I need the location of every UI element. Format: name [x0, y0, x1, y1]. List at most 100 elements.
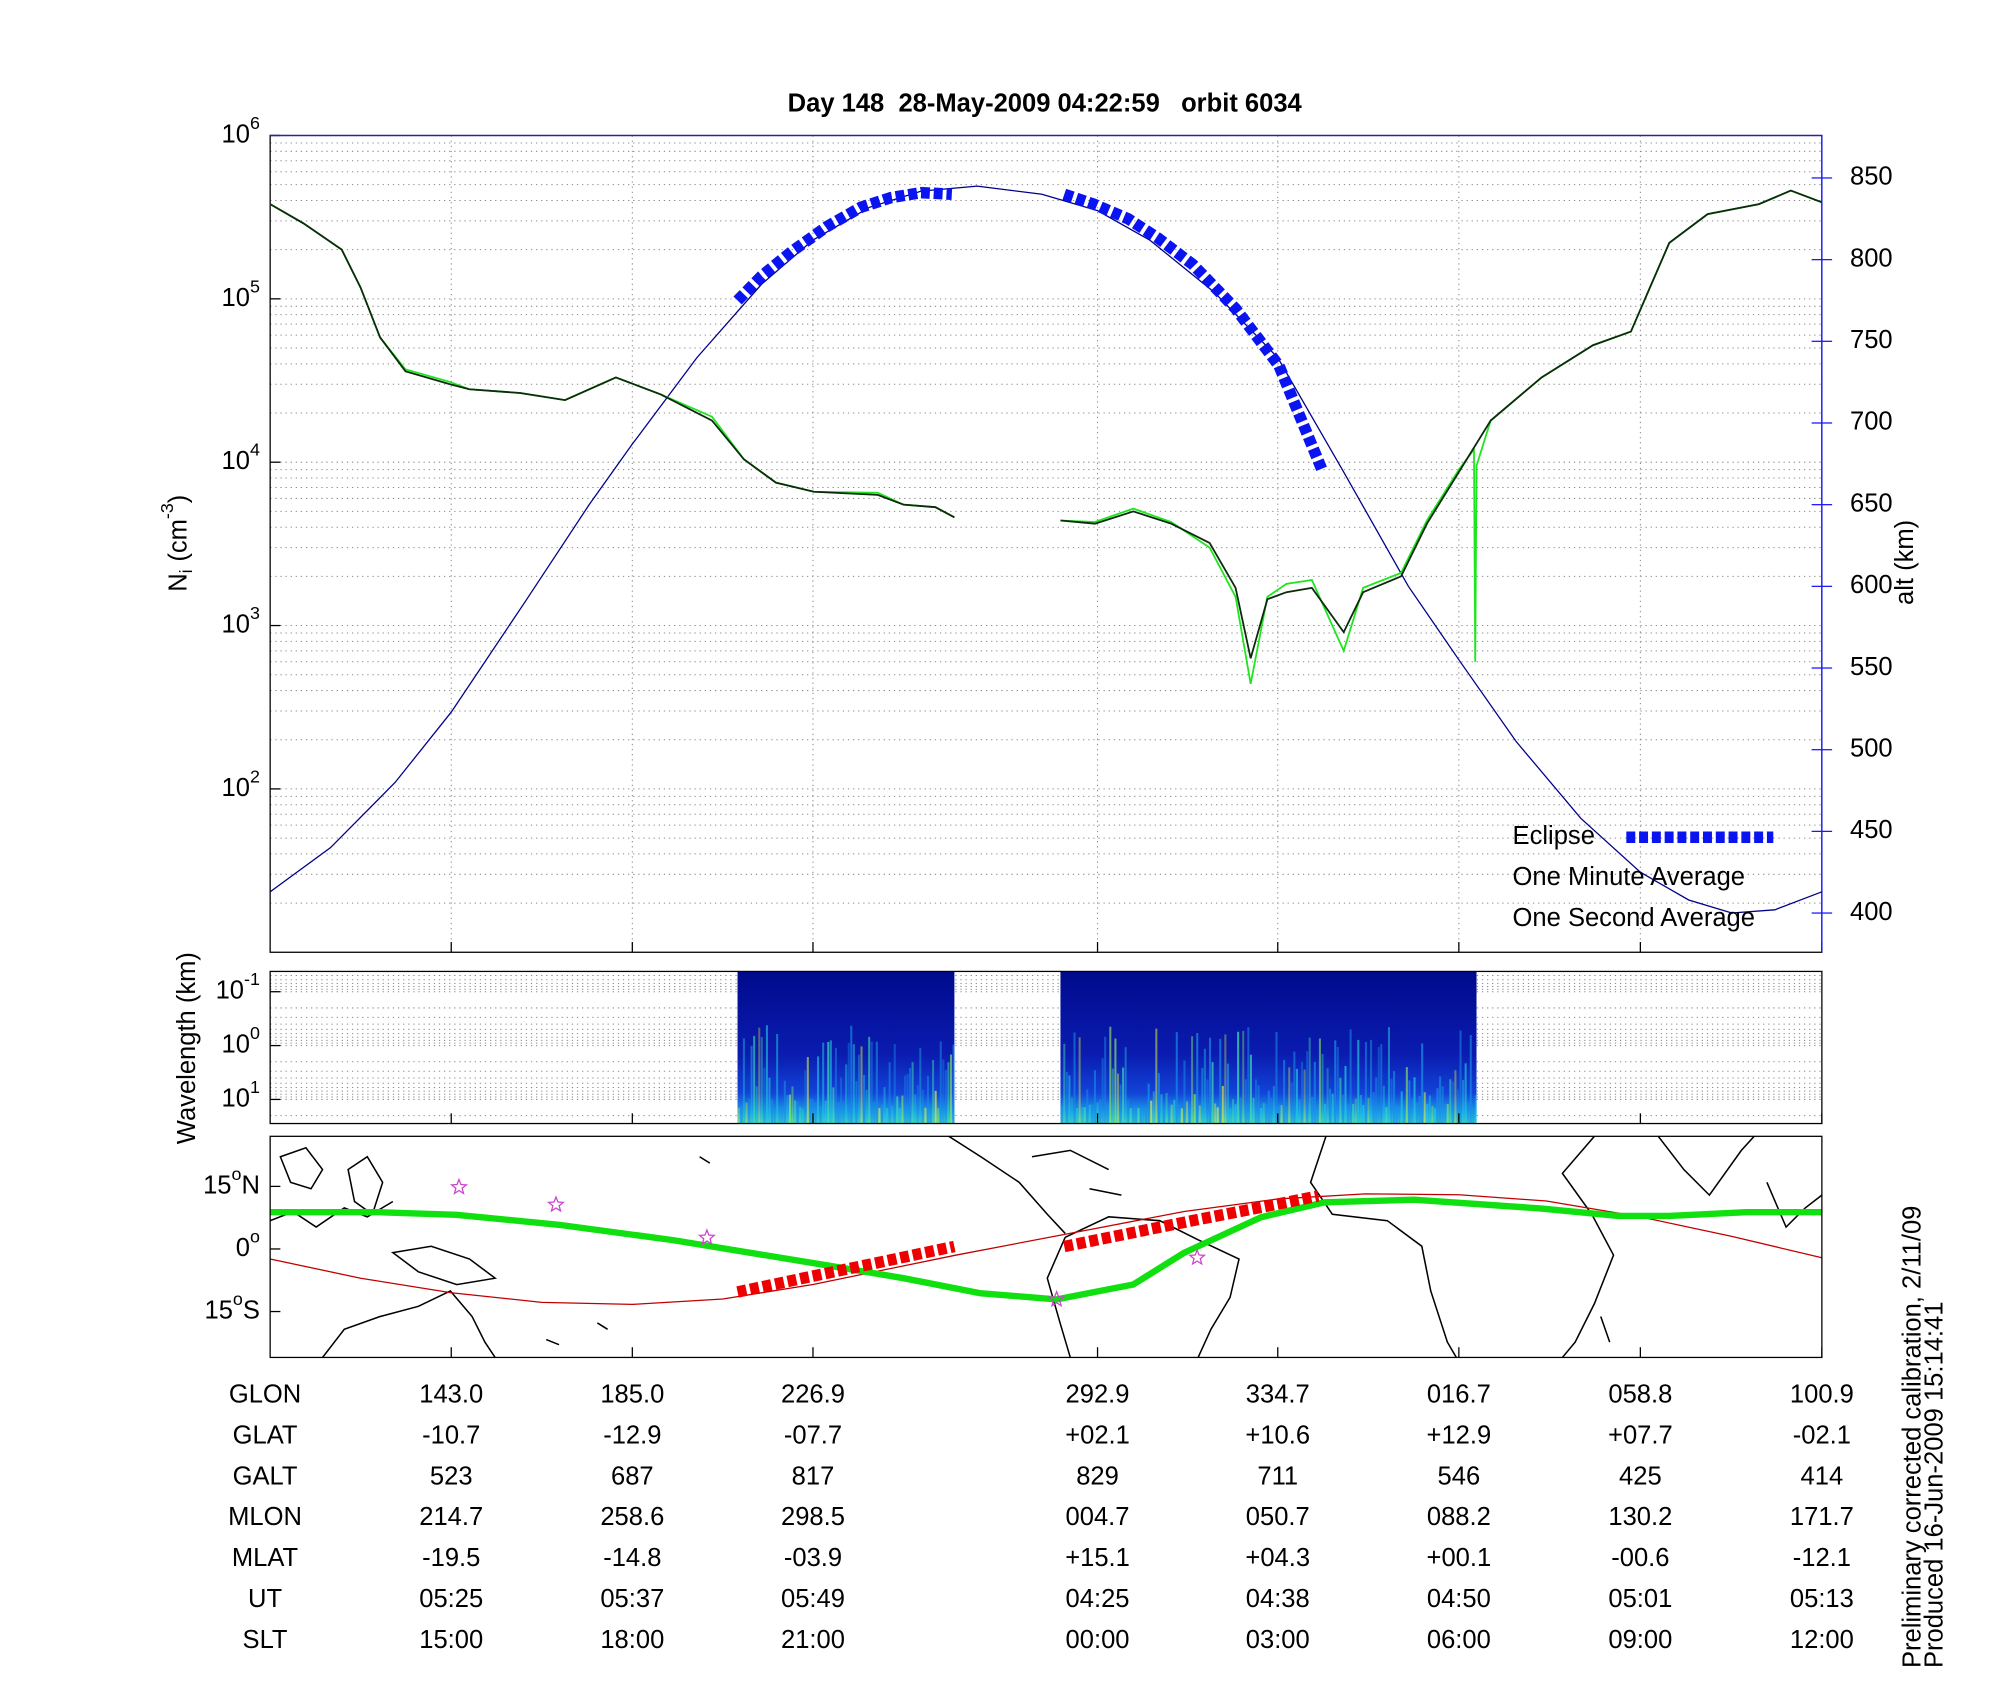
y-tick-label: 101	[222, 1077, 260, 1113]
y-tick-label-degree: o	[232, 1164, 242, 1184]
coastline	[1657, 1136, 1822, 1229]
table-cell: 258.6	[600, 1503, 664, 1531]
table-cell: -00.6	[1611, 1544, 1669, 1572]
table-cell: 100.9	[1790, 1381, 1854, 1409]
chart-title: Day 148 28-May-2009 04:22:59 orbit 6034	[788, 90, 1303, 118]
table-row-label: GALT	[233, 1462, 298, 1490]
table-cell: 00:00	[1066, 1626, 1130, 1654]
table-cell: -14.8	[603, 1544, 661, 1572]
y-tick-label: 100	[222, 1023, 260, 1059]
table-cell: 12:00	[1790, 1626, 1854, 1654]
coastline	[1031, 1149, 1122, 1196]
y-tick-label-exponent: 1	[250, 1077, 260, 1097]
y-axis-label-unit: (cm	[164, 519, 192, 562]
table-cell: 04:25	[1066, 1585, 1130, 1613]
y-tick-label-hemisphere: S	[243, 1296, 260, 1324]
table-cell: 214.7	[419, 1503, 483, 1531]
y-tick-label: 15oS	[205, 1289, 260, 1325]
y-tick-label-base: 10	[222, 1084, 250, 1112]
table-cell: 817	[792, 1462, 835, 1490]
series-line	[270, 1196, 1822, 1303]
table-cell: 523	[430, 1462, 473, 1490]
coastline	[279, 1146, 324, 1190]
y-tick-label-base: 10	[222, 284, 250, 312]
series-line	[736, 1190, 1320, 1298]
y2-tick-label: 600	[1850, 571, 1893, 599]
y-tick-label-base: 15	[205, 1296, 233, 1324]
marker	[449, 1177, 469, 1195]
y-axis-label-exponent: -3	[157, 503, 177, 519]
y-tick-label-exponent: -1	[244, 969, 260, 989]
y-tick-label-base: 10	[222, 447, 250, 475]
table-cell: 05:25	[419, 1585, 483, 1613]
plot-frame	[269, 1135, 1823, 1359]
table-cell: 05:13	[1790, 1585, 1854, 1613]
table-cell: -12.1	[1793, 1544, 1851, 1572]
y2-tick-label: 650	[1850, 489, 1893, 517]
marker	[697, 1228, 716, 1246]
legend-label: One Second Average	[1513, 904, 1755, 932]
y2-tick-label: 850	[1850, 163, 1893, 191]
table-cell: 21:00	[781, 1626, 845, 1654]
table-cell: -07.7	[784, 1421, 842, 1449]
y-tick-label-exponent: 3	[250, 603, 260, 623]
table-cell: 050.7	[1246, 1503, 1310, 1531]
map-series	[270, 1177, 1822, 1308]
coastline	[1309, 1136, 1457, 1358]
table-cell: 06:00	[1427, 1626, 1491, 1654]
table-cell: 016.7	[1427, 1381, 1491, 1409]
legend-label: Eclipse	[1513, 822, 1595, 850]
y-tick-label-exponent: 2	[250, 766, 260, 786]
y-tick-label: 10-1	[216, 969, 260, 1005]
coastline	[1561, 1136, 1615, 1358]
table-cell: 05:37	[600, 1585, 664, 1613]
y-tick-label-base: 10	[222, 774, 250, 802]
y-tick-label-degree: o	[233, 1289, 243, 1309]
y-tick-label-base: 0	[236, 1234, 250, 1262]
table-cell: -10.7	[422, 1421, 480, 1449]
table-cell: +07.7	[1608, 1421, 1673, 1449]
y-axis-label-subscript: i	[176, 569, 196, 573]
table-cell: +04.3	[1245, 1544, 1310, 1572]
table-cell: 143.0	[419, 1381, 483, 1409]
y-tick-label: 15oN	[203, 1164, 260, 1200]
y2-tick-label: 550	[1850, 653, 1893, 681]
table-cell: 829	[1076, 1462, 1119, 1490]
coastline	[948, 1136, 1066, 1234]
y2-axis-label: alt (km)	[1891, 520, 1919, 605]
y-tick-label: 0o	[236, 1226, 260, 1262]
table-row-label: GLAT	[233, 1421, 298, 1449]
spectrogram-block	[737, 971, 955, 1124]
table-cell: 425	[1619, 1462, 1662, 1490]
table-cell: 004.7	[1066, 1503, 1130, 1531]
series-line	[270, 1193, 1822, 1306]
table-cell: +10.6	[1245, 1421, 1310, 1449]
series-line	[269, 189, 1823, 659]
y-tick-label-exponent: 0	[250, 1023, 260, 1043]
table-cell: 185.0	[600, 1381, 664, 1409]
table-cell: 058.8	[1608, 1381, 1672, 1409]
spectrogram-texture	[737, 1025, 955, 1124]
table-cell: +15.1	[1065, 1544, 1130, 1572]
marker	[546, 1195, 565, 1213]
table-cell: 04:50	[1427, 1585, 1491, 1613]
legend-label: One Minute Average	[1513, 863, 1745, 891]
table-cell: 18:00	[600, 1626, 664, 1654]
table-cell: 03:00	[1246, 1626, 1310, 1654]
table-cell: -02.1	[1793, 1421, 1851, 1449]
y-tick-label: 102	[222, 766, 260, 802]
y2-tick-label: 400	[1850, 898, 1893, 926]
y2-tick-label: 450	[1850, 816, 1893, 844]
series-line	[733, 186, 1328, 473]
footnote: Produced 16-Jun-2009 15:14:41	[1920, 1302, 1948, 1668]
coastline	[347, 1155, 384, 1216]
coastline	[390, 1245, 498, 1286]
table-cell: 09:00	[1608, 1626, 1672, 1654]
table-row-label: MLON	[228, 1503, 302, 1531]
table-cell: 088.2	[1427, 1503, 1491, 1531]
series-line	[269, 185, 1823, 914]
y-tick-label-exponent: 4	[250, 439, 260, 459]
y-tick-label-base: 15	[203, 1171, 231, 1199]
y-tick-label-base: 10	[222, 120, 250, 148]
